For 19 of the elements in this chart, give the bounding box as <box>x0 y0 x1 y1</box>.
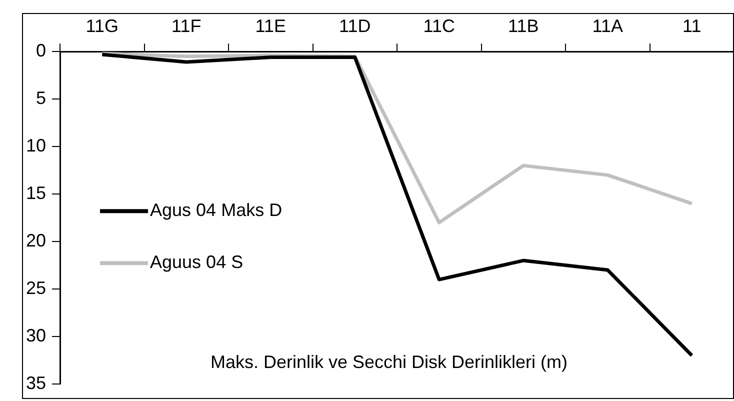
y-tick-label: 5 <box>36 88 46 108</box>
y-tick-label: 30 <box>26 325 46 346</box>
legend-label: Agus 04 Maks D <box>150 200 282 220</box>
x-tick-label: 11A <box>592 16 623 36</box>
y-tick-label: 20 <box>26 230 46 251</box>
x-tick-label: 11C <box>423 16 455 36</box>
x-tick-label: 11B <box>508 16 539 36</box>
y-tick-label: 25 <box>26 278 46 298</box>
y-tick-label: 35 <box>26 372 46 393</box>
annotation: Maks. Derinlik ve Secchi Disk Derinlikleri (m) <box>210 352 568 372</box>
x-tick-label: 11G <box>86 16 118 36</box>
x-tick-label: 11E <box>255 16 286 36</box>
x-tick-label: 11F <box>172 16 202 36</box>
y-tick-label: 15 <box>26 183 46 204</box>
x-tick-label: 11 <box>682 16 702 36</box>
y-tick-label: 0 <box>36 40 46 61</box>
legend-label: Aguus 04 S <box>150 252 244 272</box>
y-tick-label: 10 <box>26 136 46 156</box>
x-tick-label: 11D <box>339 16 371 36</box>
